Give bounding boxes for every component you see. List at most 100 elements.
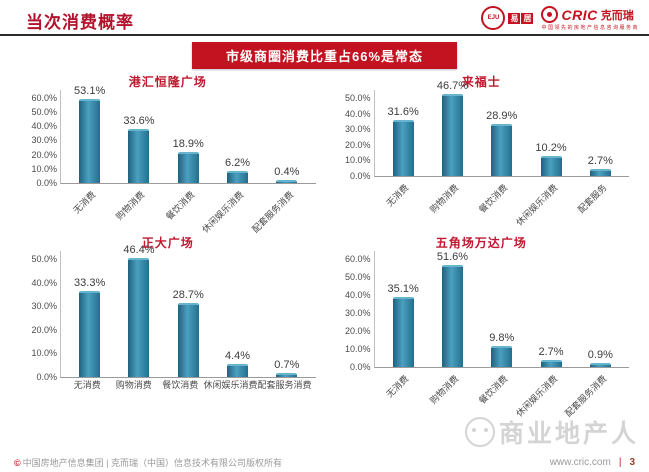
y-axis-tick: 30.0%	[344, 308, 371, 318]
chart-title: 正大广场	[141, 236, 194, 250]
watermark-text: 商业地产人	[498, 420, 639, 448]
x-axis-label: 无消费	[73, 380, 101, 390]
x-axis-label: 配套服务	[576, 182, 609, 215]
bar	[540, 156, 562, 176]
bar-value-label: 31.6%	[387, 105, 419, 118]
bar	[227, 363, 249, 377]
bar-value-label: 2.7%	[587, 155, 613, 168]
x-axis-labels: 无消费 购物消费 餐饮消费 休闲娱乐消费 配套服务消费	[374, 368, 630, 418]
bar-value-label: 53.1%	[74, 84, 106, 97]
bar-value-label: 9.8%	[489, 332, 515, 345]
bar-value-label: 4.4%	[224, 349, 251, 362]
footer-website: www.cric.com	[549, 456, 611, 468]
bar-group: 10.2%	[534, 142, 568, 176]
chart-title: 港汇恒隆广场	[128, 75, 207, 89]
eju-char: 易	[508, 12, 521, 24]
bar	[79, 98, 101, 183]
x-axis-label: 餐饮消费	[477, 373, 510, 406]
watermark-panda-icon	[464, 417, 495, 447]
bar	[128, 258, 150, 377]
y-axis-tick: 50.0%	[344, 272, 371, 282]
cric-tagline: 中国领先的房地产信息咨询服务商	[541, 25, 639, 31]
bar-value-label: 28.9%	[486, 110, 518, 123]
charts-grid: 港汇恒隆广场 60.0% 50.0% 40.0% 30.0% 20.0% 10.0% 0.0%…	[0, 71, 649, 419]
y-axis: 60.0% 50.0% 40.0% 30.0% 20.0% 10.0% 0.0%	[334, 251, 374, 372]
x-axis-label: 休闲娱乐消费	[203, 380, 258, 390]
y-axis-tick: 0.0%	[349, 362, 371, 372]
eju-logo: EJU 易 居	[481, 6, 534, 30]
bar-value-label: 33.3%	[74, 277, 106, 290]
y-axis-tick: 10.0%	[344, 155, 371, 166]
y-axis-tick: 30.0%	[31, 135, 57, 146]
chart-3: 五角场万达广场 60.0% 50.0% 40.0% 30.0% 20.0% 10.0% 0.0…	[334, 236, 630, 419]
bar-group: 33.3%	[73, 277, 107, 377]
bar	[276, 373, 298, 377]
x-axis-labels: 无消费 购物消费 餐饮消费 休闲娱乐消费 配套服务消费	[60, 184, 316, 234]
slide-header: 当次消费概率 EJU 易 居 CRIC 克而瑞 中国领先的房地产信息咨询服务商	[0, 0, 649, 36]
bar-group: 2.7%	[583, 155, 617, 176]
y-axis-tick: 50.0%	[344, 93, 371, 103]
x-axis-label: 购物消费	[427, 373, 461, 406]
brand-logos: EJU 易 居 CRIC 克而瑞 中国领先的房地产信息咨询服务商	[481, 6, 639, 31]
y-axis-tick: 20.0%	[31, 149, 57, 160]
bar-value-label: 33.6%	[123, 114, 155, 127]
plot-area: 31.6% 46.7% 28.9% 10.2% 2.7%	[373, 80, 629, 177]
bar	[177, 151, 199, 183]
x-axis-label: 购物消费	[427, 182, 461, 215]
bar	[79, 291, 101, 377]
page-number: 3	[629, 456, 635, 468]
bar-group: 0.7%	[270, 359, 304, 377]
bar	[128, 128, 150, 183]
bar	[227, 171, 249, 183]
bar-group: 28.7%	[171, 289, 205, 377]
plot-area: 33.3% 46.4% 28.7% 4.4% 0.7%	[60, 244, 316, 378]
bar-group: 51.6%	[435, 251, 469, 367]
bar-group: 9.8%	[485, 332, 519, 367]
y-axis-tick: 60.0%	[31, 93, 57, 103]
bar-group: 2.7%	[534, 346, 568, 367]
x-axis-label: 无消费	[384, 182, 411, 209]
eju-char: 居	[521, 12, 534, 24]
x-axis-label: 餐饮消费	[477, 182, 510, 215]
eju-wordmark: 易 居	[508, 12, 534, 24]
y-axis-tick: 30.0%	[344, 124, 371, 135]
y-axis-tick: 50.0%	[31, 107, 57, 118]
y-axis-tick: 20.0%	[31, 324, 57, 335]
bar-value-label: 46.7%	[436, 79, 469, 92]
bar-group: 0.9%	[583, 349, 617, 367]
bar-group: 46.4%	[122, 244, 156, 377]
x-axis-label: 无消费	[384, 373, 411, 400]
y-axis-tick: 10.0%	[31, 348, 57, 359]
bar-group: 31.6%	[386, 106, 420, 176]
x-axis-label: 配套服务消费	[257, 380, 312, 390]
bar-value-label: 2.7%	[538, 345, 564, 358]
chart-title: 五角场万达广场	[435, 236, 527, 250]
x-axis-label: 无消费	[71, 189, 98, 216]
footer-right: www.cric.com | 3	[550, 457, 635, 468]
bar-value-label: 18.9%	[172, 137, 204, 150]
y-axis-tick: 10.0%	[344, 344, 371, 354]
y-axis-tick: 20.0%	[344, 139, 371, 150]
bar-value-label: 46.4%	[123, 244, 155, 257]
bar-value-label: 28.7%	[172, 288, 204, 301]
cric-chinese-name: 克而瑞	[600, 9, 634, 22]
y-axis-tick: 30.0%	[31, 301, 57, 312]
y-axis-tick: 10.0%	[31, 163, 57, 174]
bar-value-label: 0.4%	[274, 166, 300, 178]
copyright-text: 中国房地产信息集团 | 克而瑞（中国）信息技术有限公司版权所有	[22, 457, 282, 468]
copyright-icon: ©	[14, 457, 21, 468]
plot-area: 35.1% 51.6% 9.8% 2.7% 0.9%	[373, 251, 629, 368]
bar	[441, 93, 463, 176]
y-axis-tick: 0.0%	[36, 177, 57, 188]
y-axis-tick: 40.0%	[344, 108, 371, 119]
bar	[540, 359, 562, 367]
bar	[392, 119, 414, 176]
slide-footer: © 中国房地产信息集团 | 克而瑞（中国）信息技术有限公司版权所有 www.cri…	[0, 452, 649, 472]
y-axis-tick: 40.0%	[344, 290, 371, 300]
chart-2: 正大广场 50.0% 40.0% 30.0% 20.0% 10.0% 0.0% 33.3% 46…	[20, 236, 316, 418]
x-axis-labels: 无消费 购物消费 餐饮消费 休闲娱乐消费 配套服务	[374, 177, 630, 227]
chart-1: 来福士 50.0% 40.0% 30.0% 20.0% 10.0% 0.0% 31.6% 46.…	[334, 75, 630, 234]
x-axis-label: 购物消费	[114, 189, 147, 222]
bar-group: 35.1%	[386, 283, 420, 367]
y-axis-tick: 40.0%	[31, 121, 57, 132]
